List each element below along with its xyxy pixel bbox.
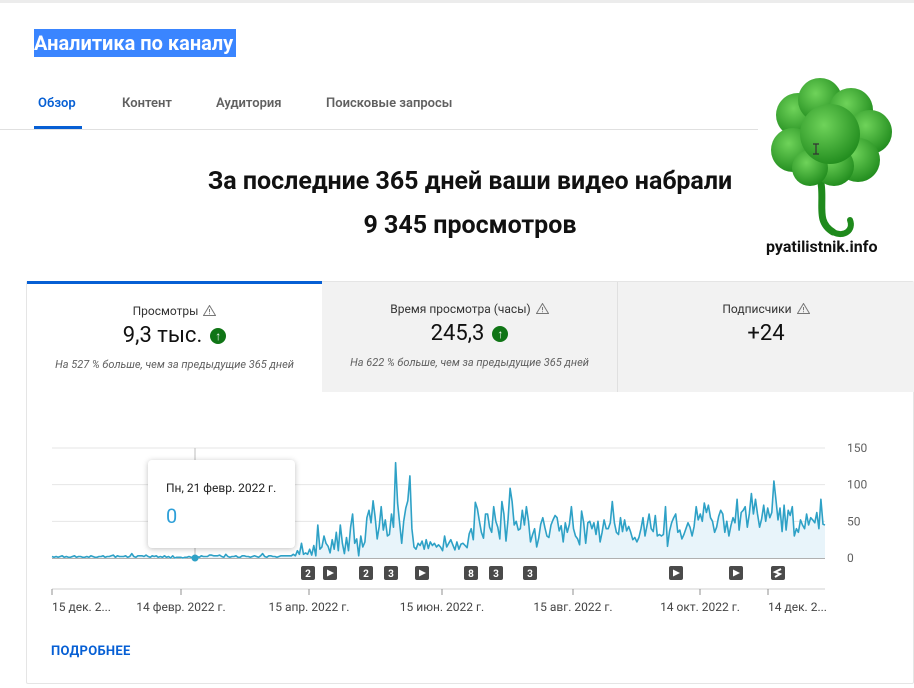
series-line [51, 461, 826, 559]
video-marker [301, 566, 315, 580]
page-title: Аналитика по каналу [34, 29, 237, 57]
metric-value: 245,3 ↑ [322, 321, 617, 346]
metric-value: 9,3 тыс. ↑ [27, 323, 322, 348]
tab-search-queries[interactable]: Поисковые запросы [326, 96, 453, 111]
metric-label: Время просмотра (часы) [322, 302, 617, 316]
tab-content[interactable]: Контент [122, 96, 172, 111]
warning-icon [535, 303, 549, 314]
y-tick-label: 50 [847, 514, 861, 528]
active-tab-indicator [34, 126, 82, 129]
warning-icon [203, 305, 217, 316]
views-chart[interactable]: 150 100 50 0 2 2 3 8 3 3 15 дек. 2... 14 февр. 2022… [27, 392, 913, 632]
video-marker [489, 566, 503, 580]
marker-count: 2 [363, 569, 369, 580]
y-tick-label: 100 [847, 478, 867, 492]
metric-views[interactable]: Просмотры 9,3 тыс. ↑ На 527 % больше, чем… [27, 281, 322, 394]
clover-icon [771, 78, 892, 238]
shorts-icon [772, 568, 783, 578]
series-area [52, 462, 825, 558]
video-marker [464, 566, 478, 580]
warning-icon [796, 303, 810, 314]
highlight-point [191, 554, 199, 562]
more-details-link[interactable]: ПОДРОБНЕЕ [51, 644, 131, 659]
play-icon [327, 569, 334, 577]
tooltip-value: 0 [166, 504, 178, 528]
metric-subscribers[interactable]: Подписчики +24 [617, 282, 914, 392]
analytics-card: Просмотры 9,3 тыс. ↑ На 527 % больше, чем… [26, 281, 914, 684]
y-tick-label: 150 [847, 441, 867, 455]
tab-overview[interactable]: Обзор [38, 96, 76, 111]
play-icon [673, 569, 680, 577]
marker-count: 3 [388, 569, 394, 580]
metric-comparison: На 622 % больше, чем за предыдущие 365 д… [350, 356, 589, 369]
marker-count: 3 [527, 569, 533, 580]
watermark-text: pyatilistnik.info [766, 237, 878, 256]
x-tick-label: 15 апр. 2022 г. [269, 600, 350, 614]
tab-bar: Обзор Контент Аудитория Поисковые запрос… [0, 82, 760, 130]
arrow-up-icon: ↑ [210, 328, 227, 344]
video-marker [384, 566, 398, 580]
video-marker [523, 566, 537, 580]
x-tick-label: 15 июн. 2022 г. [400, 600, 484, 614]
x-tick-label: 14 дек. 2... [768, 600, 827, 614]
x-tick-label: 15 дек. 2... [52, 600, 111, 614]
x-tick-label: 14 окт. 2022 г. [660, 600, 740, 614]
marker-count: 8 [468, 569, 474, 580]
clover-watermark [758, 70, 910, 256]
x-tick-label: 15 авг. 2022 г. [533, 600, 612, 614]
marker-count: 3 [493, 569, 499, 580]
headline-line-2: 9 345 просмотров [363, 211, 577, 240]
play-icon [733, 569, 740, 577]
marker-count: 2 [305, 569, 311, 580]
x-tick-label: 14 февр. 2022 г. [136, 600, 225, 614]
video-marker [359, 566, 373, 580]
headline: За последние 365 дней ваши видео набрали… [0, 160, 914, 248]
views-chart-svg: 150 100 50 0 2 2 3 8 3 3 15 дек. 2... 14 февр. 2022… [51, 441, 867, 614]
y-tick-label: 0 [847, 551, 854, 565]
metric-value: +24 [747, 321, 785, 346]
tooltip-date: Пн, 21 февр. 2022 г. [166, 481, 277, 495]
arrow-up-icon: ↑ [492, 326, 509, 342]
play-icon [419, 569, 426, 577]
metric-label: Просмотры [27, 304, 322, 318]
top-border [0, 0, 914, 3]
tab-audience[interactable]: Аудитория [216, 96, 282, 111]
metric-watch-time[interactable]: Время просмотра (часы) 245,3 ↑ На 622 % б… [322, 282, 617, 392]
chart-tooltip: Пн, 21 февр. 2022 г. 0 [148, 460, 295, 548]
metric-label: Подписчики [618, 302, 914, 316]
headline-line-1: За последние 365 дней ваши видео набрали [207, 167, 733, 196]
metric-comparison: На 527 % больше, чем за предыдущие 365 д… [55, 358, 294, 371]
